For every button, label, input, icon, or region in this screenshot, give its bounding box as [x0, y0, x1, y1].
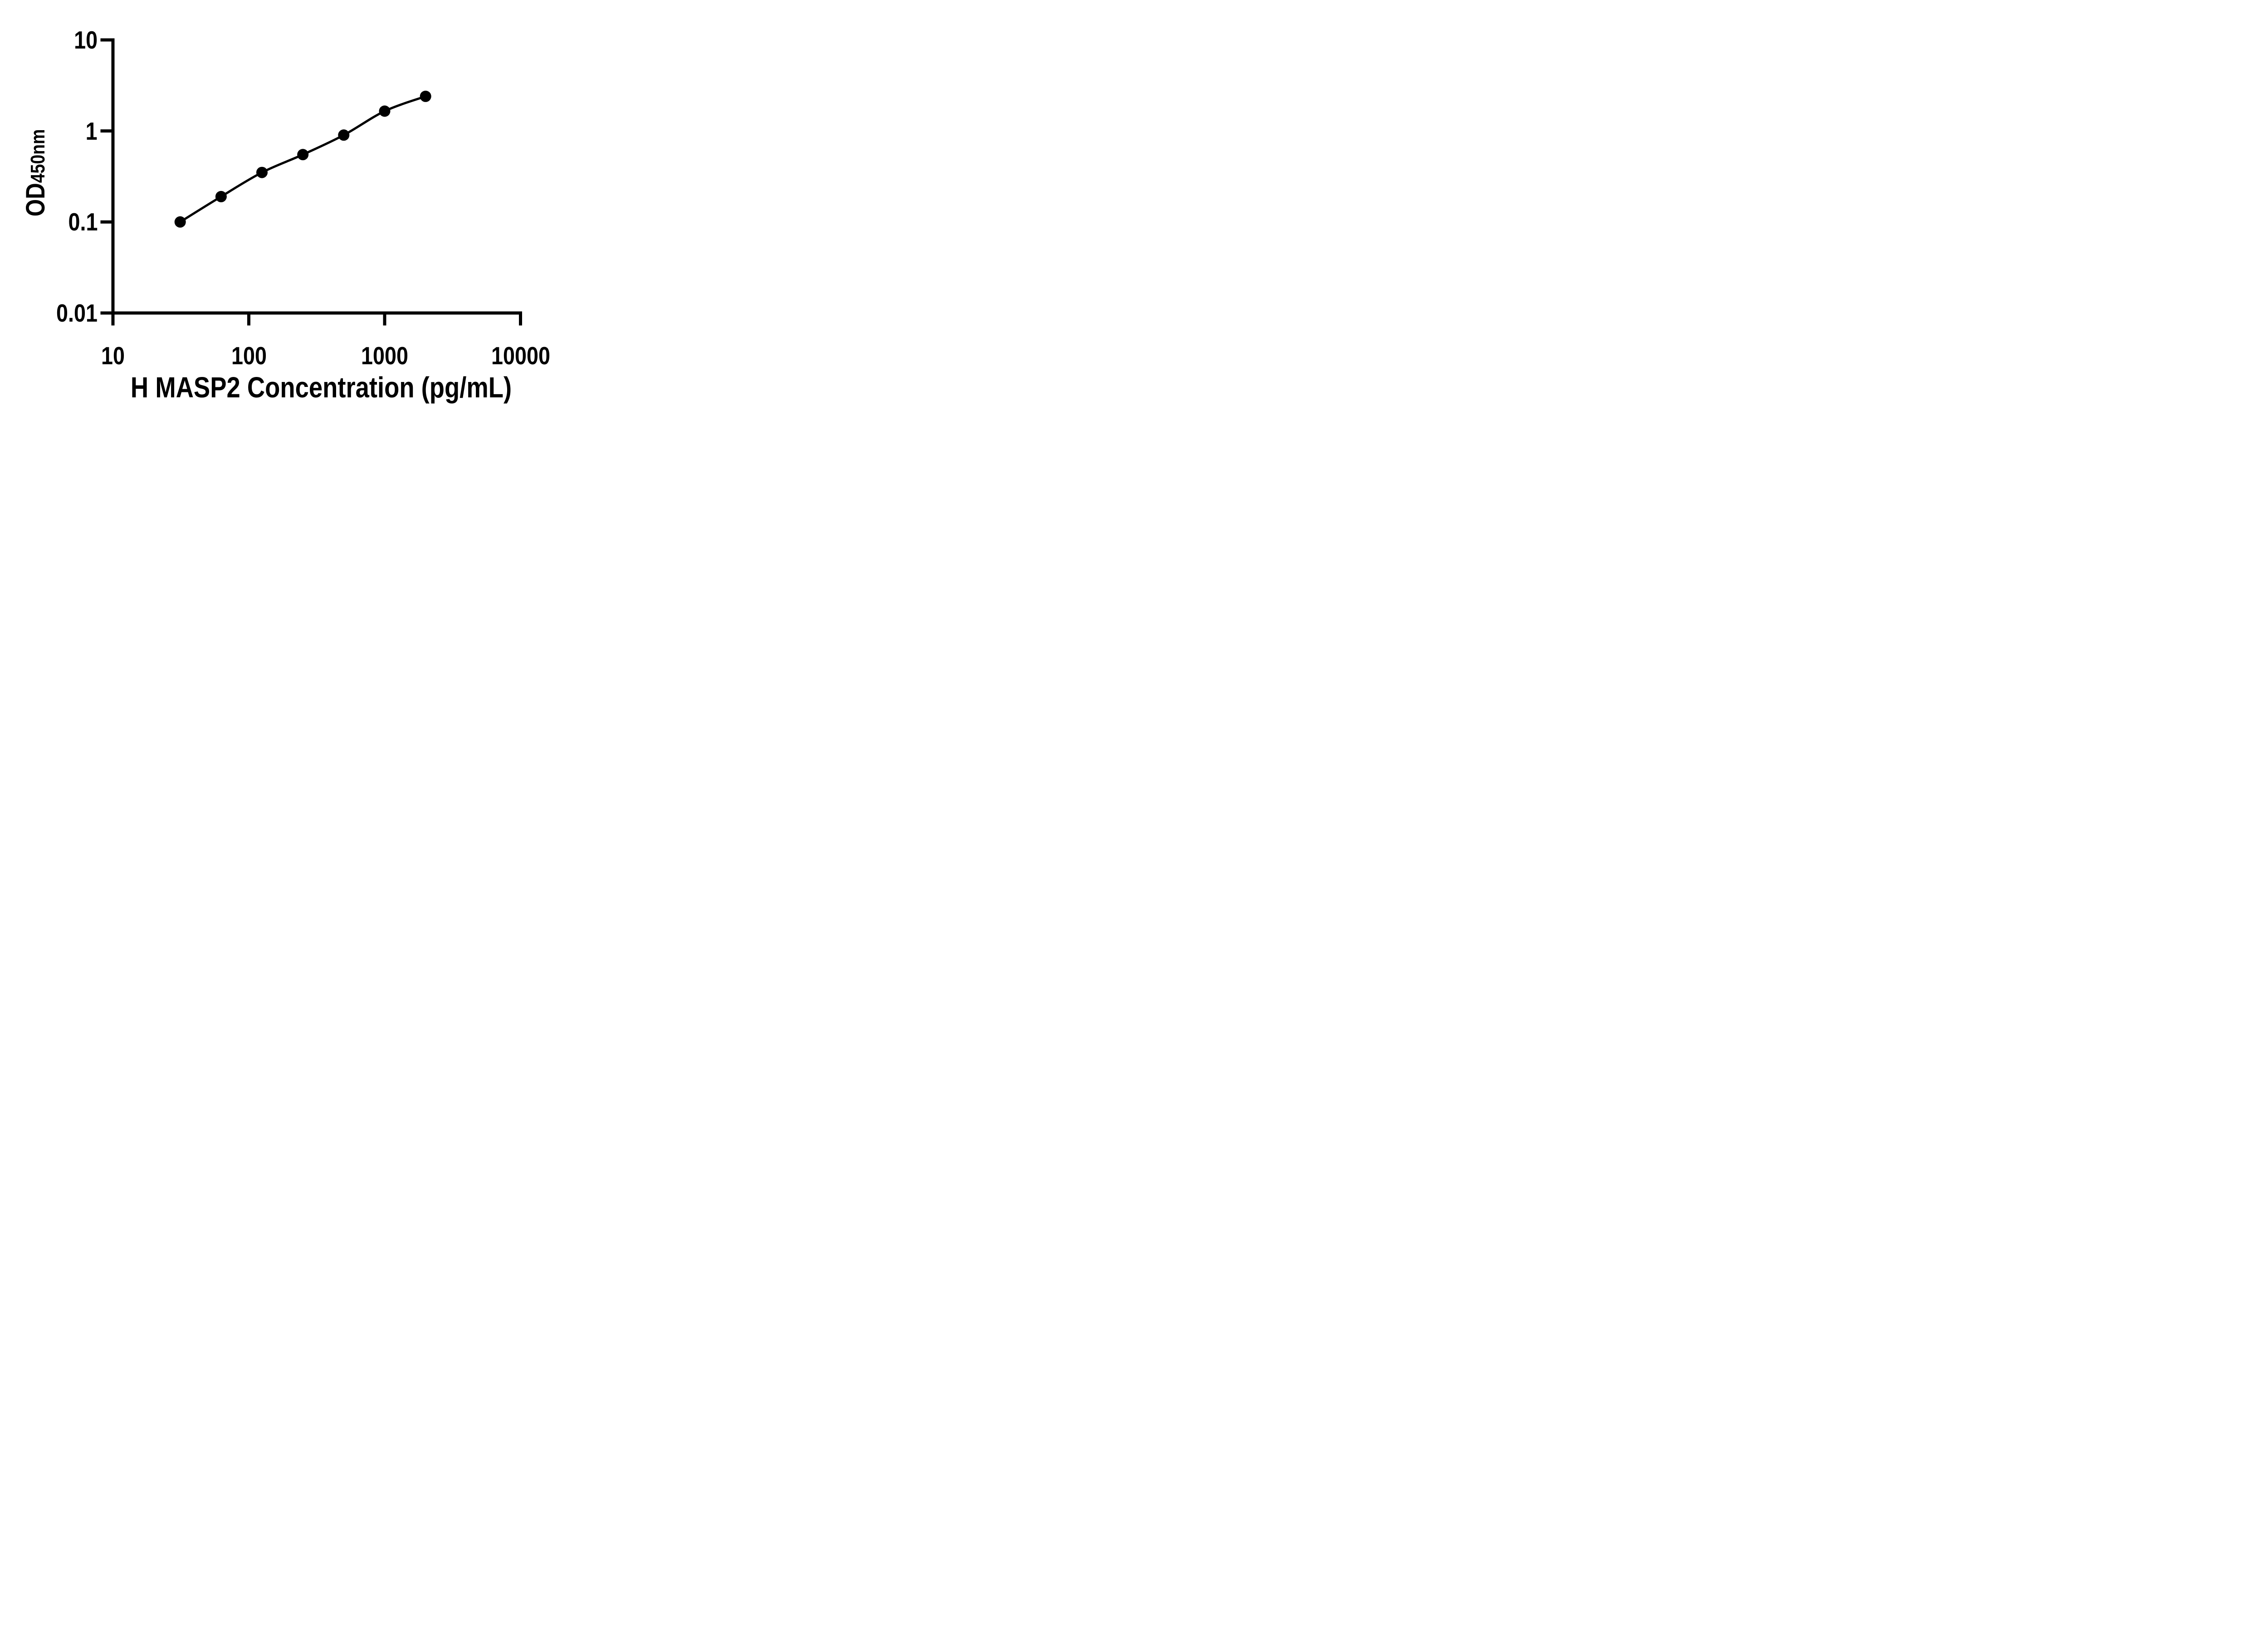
plot-area [100, 38, 522, 326]
y-tick-label-1: 1 [85, 117, 98, 145]
y-axis-title-main: OD [21, 183, 50, 217]
y-axis-title: OD450nm [21, 129, 50, 217]
axes [111, 38, 522, 315]
y-tick-label-0: 10 [73, 26, 98, 54]
axis-ticks [100, 38, 522, 326]
x-tick-label-3: 10000 [491, 342, 550, 370]
x-tick-label-0: 10 [101, 342, 125, 370]
x-tick-label-2: 1000 [361, 342, 409, 370]
x-axis-title: H MASP2 Concentration (pg/mL) [130, 371, 512, 404]
y-tick-label-3: 0.01 [56, 299, 98, 327]
data-point [174, 216, 186, 228]
y-tick-mark [100, 311, 112, 315]
y-tick-mark [100, 129, 112, 133]
x-tick-label-1: 100 [231, 342, 267, 370]
x-tick-mark [383, 314, 386, 326]
data-point [256, 166, 268, 178]
x-tick-mark [519, 314, 522, 326]
y-tick-mark [100, 220, 112, 224]
data-point [379, 105, 391, 117]
data-points [174, 90, 431, 228]
x-axis-line [111, 311, 522, 315]
data-point [297, 149, 309, 161]
y-axis-line [111, 38, 115, 315]
elisa-standard-curve-figure: 10 1 0.1 0.01 10 100 1000 10000 H MASP2 … [0, 0, 583, 408]
x-tick-mark [111, 314, 115, 326]
data-point [420, 90, 431, 102]
data-point [215, 191, 227, 202]
y-tick-mark [100, 38, 112, 42]
data-point [338, 129, 350, 141]
y-tick-label-2: 0.1 [68, 208, 98, 236]
y-axis-title-subscript: 450nm [27, 129, 49, 183]
x-tick-mark [247, 314, 250, 326]
